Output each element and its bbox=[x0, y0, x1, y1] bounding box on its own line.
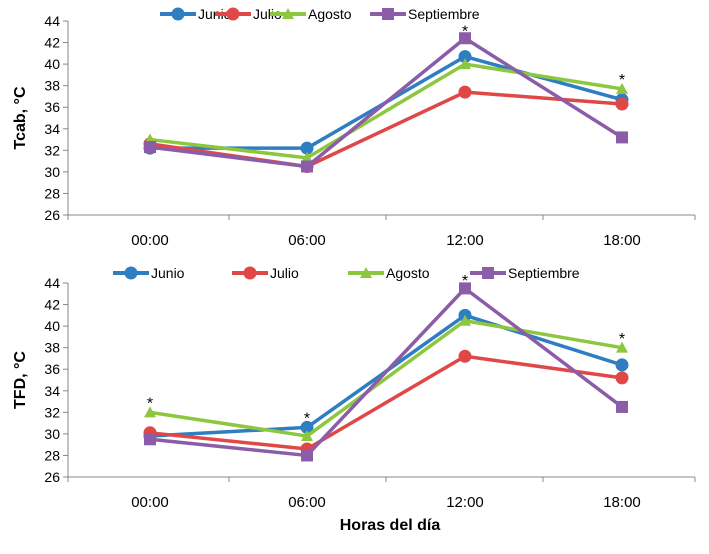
y-tick-label: 32 bbox=[44, 404, 60, 420]
significance-mark: * bbox=[462, 24, 468, 41]
legend-marker bbox=[243, 266, 257, 280]
legend-marker bbox=[282, 8, 294, 19]
series-line bbox=[149, 313, 623, 438]
y-tick-label: 26 bbox=[44, 469, 60, 485]
y-tick-label: 44 bbox=[44, 275, 60, 291]
data-point bbox=[301, 449, 313, 462]
legend-label: Septiembre bbox=[408, 6, 480, 22]
data-point bbox=[616, 131, 628, 144]
legend-marker bbox=[226, 7, 240, 21]
legend-label: Agosto bbox=[386, 265, 430, 281]
data-point bbox=[300, 420, 314, 434]
series-line bbox=[149, 36, 623, 169]
data-point bbox=[144, 406, 156, 418]
data-point bbox=[459, 282, 471, 295]
data-point bbox=[458, 50, 472, 64]
legend-marker bbox=[124, 266, 138, 280]
significance-mark: * bbox=[147, 396, 153, 413]
series-septiembre bbox=[144, 32, 628, 173]
y-tick-label: 38 bbox=[44, 78, 60, 94]
x-tick-label: 12:00 bbox=[446, 232, 484, 249]
data-point bbox=[459, 314, 471, 326]
y-tick-label: 38 bbox=[44, 340, 60, 356]
y-tick-label: 36 bbox=[44, 99, 60, 115]
y-axis-label: TFD, °C bbox=[12, 351, 29, 409]
legend-marker bbox=[382, 8, 394, 20]
significance-mark: * bbox=[619, 331, 625, 348]
y-tick-label: 28 bbox=[44, 185, 60, 201]
data-point bbox=[616, 82, 628, 94]
legend-label: Julio bbox=[270, 265, 299, 281]
y-tick-label: 34 bbox=[44, 121, 60, 137]
data-point bbox=[615, 97, 629, 111]
data-point bbox=[615, 371, 629, 385]
legend-label: Septiembre bbox=[508, 265, 580, 281]
y-tick-label: 28 bbox=[44, 447, 60, 463]
y-tick-label: 44 bbox=[44, 13, 60, 29]
series-line bbox=[149, 354, 623, 451]
x-axis-label: Horas del día bbox=[340, 517, 441, 534]
data-point bbox=[459, 58, 471, 70]
legend-marker bbox=[171, 7, 185, 21]
x-tick-label: 18:00 bbox=[603, 494, 641, 511]
x-tick-label: 12:00 bbox=[446, 494, 484, 511]
data-point bbox=[301, 151, 313, 163]
series-julio bbox=[143, 85, 629, 173]
y-tick-label: 36 bbox=[44, 361, 60, 377]
series-line bbox=[149, 62, 623, 160]
series-agosto bbox=[144, 314, 628, 442]
y-tick-label: 42 bbox=[44, 297, 60, 313]
legend-marker bbox=[360, 267, 372, 278]
data-point bbox=[301, 160, 313, 173]
series-line bbox=[149, 286, 624, 458]
data-point bbox=[616, 341, 628, 353]
data-point bbox=[300, 141, 314, 155]
data-point bbox=[301, 430, 313, 442]
x-tick-label: 18:00 bbox=[603, 232, 641, 249]
data-point bbox=[459, 32, 471, 45]
legend-label: Junio bbox=[151, 265, 185, 281]
significance-mark: * bbox=[462, 273, 468, 290]
legend-label: Julio bbox=[253, 6, 282, 22]
y-tick-label: 30 bbox=[44, 426, 60, 442]
legend-label: Agosto bbox=[308, 6, 352, 22]
y-tick-label: 26 bbox=[44, 207, 60, 223]
y-tick-label: 30 bbox=[44, 164, 60, 180]
x-tick-label: 06:00 bbox=[288, 232, 326, 249]
data-point bbox=[144, 433, 156, 446]
panel-0: 26 28 30 32 34 36 38 40 42 44 00:00 06:00 12:00 18:00… bbox=[12, 6, 696, 249]
x-tick-label: 00:00 bbox=[131, 494, 169, 511]
data-point bbox=[616, 400, 628, 413]
y-tick-label: 40 bbox=[44, 56, 60, 72]
legend-marker bbox=[482, 267, 494, 279]
y-axis-label: Tcab, °C bbox=[12, 86, 29, 149]
y-tick-label: 32 bbox=[44, 142, 60, 158]
x-tick-label: 00:00 bbox=[131, 232, 169, 249]
data-point bbox=[615, 358, 629, 372]
y-tick-label: 40 bbox=[44, 318, 60, 334]
data-point bbox=[458, 349, 472, 363]
series-septiembre bbox=[144, 282, 628, 462]
series-line bbox=[149, 318, 623, 438]
series-agosto bbox=[144, 58, 628, 163]
panel-1: 26 28 30 32 34 36 38 40 42 44 00:00 06:00 12:00 18:00… bbox=[12, 265, 696, 534]
series-julio bbox=[143, 349, 629, 456]
significance-mark: * bbox=[304, 411, 310, 428]
y-tick-label: 42 bbox=[44, 35, 60, 51]
y-tick-label: 34 bbox=[44, 383, 60, 399]
x-tick-label: 06:00 bbox=[288, 494, 326, 511]
data-point bbox=[144, 141, 156, 154]
significance-mark: * bbox=[619, 72, 625, 89]
data-point bbox=[458, 85, 472, 99]
legend-label: Junio bbox=[198, 6, 232, 22]
